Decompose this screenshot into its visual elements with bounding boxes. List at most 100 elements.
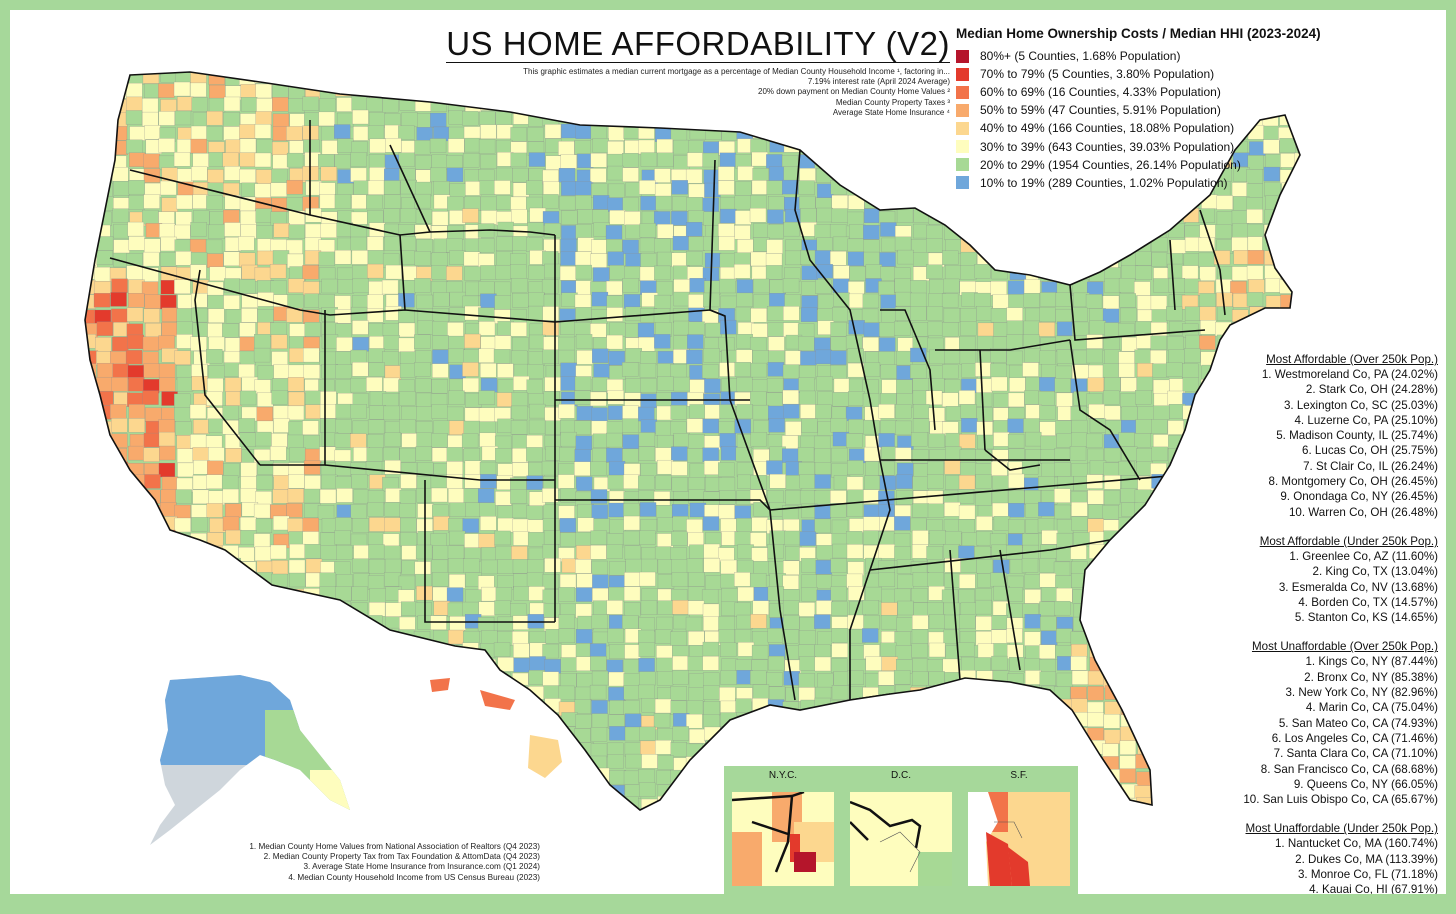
county-tile — [865, 586, 882, 602]
county-tile — [705, 125, 722, 140]
legend-swatch — [956, 176, 969, 190]
county-tile — [1247, 250, 1265, 265]
county-tile — [256, 475, 273, 490]
county-tile — [589, 643, 607, 658]
county-tile — [992, 502, 1009, 518]
county-tile — [640, 740, 657, 756]
county-tile — [143, 308, 160, 323]
county-tile — [415, 784, 432, 799]
county-tile — [481, 713, 498, 728]
county-tile — [399, 447, 416, 463]
county-tile — [814, 337, 831, 352]
county-tile — [560, 673, 577, 688]
county-tile — [526, 379, 543, 394]
county-tile — [639, 363, 657, 378]
county-tile — [911, 629, 929, 644]
county-tile — [1120, 393, 1137, 408]
county-tile — [367, 419, 385, 434]
county-tile — [336, 488, 353, 503]
county-tile — [736, 349, 753, 364]
county-tile — [687, 334, 704, 349]
county-tile — [768, 728, 786, 743]
county-tile — [607, 165, 624, 181]
county-tile — [1102, 196, 1119, 212]
county-tile — [608, 490, 626, 506]
county-tile — [190, 546, 207, 561]
county-tile — [255, 83, 272, 99]
county-tile — [304, 475, 321, 490]
county-tile — [334, 813, 350, 827]
county-tile — [143, 194, 160, 209]
county-tile — [768, 166, 786, 181]
county-tile — [625, 253, 642, 268]
county-tile — [926, 546, 943, 561]
county-tile — [783, 306, 800, 321]
county-tile — [816, 600, 833, 615]
county-tile — [190, 307, 208, 323]
county-tile — [862, 167, 879, 182]
county-tile — [477, 488, 495, 503]
county-tile — [816, 726, 833, 741]
county-tile — [960, 602, 978, 617]
county-tile — [720, 518, 737, 534]
county-tile — [1118, 603, 1135, 618]
county-tile — [849, 518, 866, 533]
county-tile — [703, 672, 720, 687]
county-tile — [625, 224, 642, 239]
county-tile — [575, 181, 592, 196]
county-tile — [415, 712, 432, 727]
county-tile — [719, 687, 736, 702]
county-tile — [752, 684, 770, 699]
county-tile — [334, 154, 351, 169]
county-tile — [1039, 601, 1056, 616]
county-tile — [894, 588, 911, 604]
county-tile — [254, 267, 272, 282]
county-tile — [879, 337, 896, 352]
county-tile — [385, 264, 402, 280]
county-tile — [863, 362, 881, 377]
county-tile — [1137, 406, 1154, 421]
county-tile — [1054, 488, 1071, 503]
county-tile — [670, 742, 688, 757]
county-tile — [510, 740, 528, 755]
county-tile — [1023, 237, 1040, 252]
county-tile — [495, 448, 512, 463]
county-tile — [1136, 533, 1153, 548]
county-tile — [351, 211, 368, 227]
legend-item: 40% to 49% (166 Counties, 18.08% Populat… — [956, 119, 1346, 137]
county-tile — [814, 448, 831, 463]
county-tile — [85, 617, 96, 633]
county-tile — [352, 420, 369, 436]
county-tile — [815, 126, 833, 141]
county-tile — [431, 378, 448, 394]
county-tile — [590, 153, 607, 168]
county-tile — [1149, 517, 1167, 532]
county-tile — [480, 293, 497, 308]
legend-item: 30% to 39% (643 Counties, 39.03% Populat… — [956, 137, 1346, 155]
county-tile — [959, 670, 976, 685]
ranking-item: 7. St Clair Co, IL (26.24%) — [1303, 459, 1438, 473]
county-tile — [289, 543, 306, 559]
county-tile — [128, 377, 145, 392]
county-tile — [1054, 222, 1071, 237]
county-tile — [176, 658, 193, 673]
county-tile — [1071, 250, 1089, 266]
county-tile — [768, 686, 786, 701]
county-tile — [223, 209, 240, 225]
county-tile — [1104, 322, 1121, 337]
county-tile — [1153, 278, 1170, 293]
county-tile — [496, 139, 513, 155]
county-tile — [1151, 237, 1168, 252]
county-tile — [624, 713, 642, 728]
county-tile — [337, 658, 354, 673]
county-tile — [574, 140, 591, 155]
county-tile — [1265, 278, 1282, 293]
county-tile — [256, 406, 273, 422]
county-tile — [977, 195, 994, 210]
county-tile — [399, 236, 417, 251]
county-tile — [622, 278, 639, 293]
county-tile — [85, 575, 97, 590]
ranking-section: Most Unaffordable (Over 250k Pop.) 1. Kin… — [1178, 639, 1438, 807]
county-tile — [928, 155, 945, 171]
county-tile — [1087, 712, 1104, 727]
